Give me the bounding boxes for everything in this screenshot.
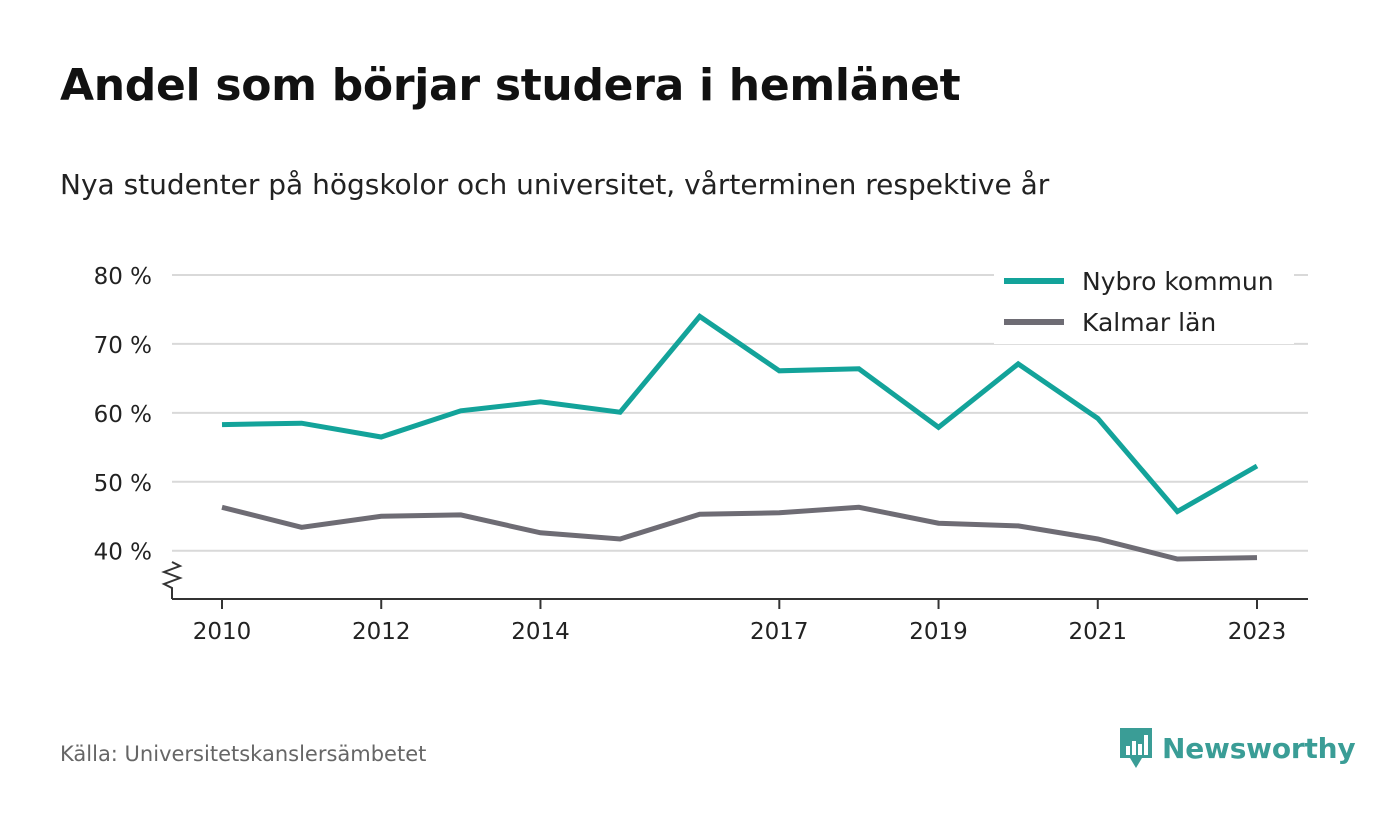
x-tick-label: 2019	[909, 619, 968, 645]
series-lines	[221, 313, 1259, 562]
series-line-kalmar	[221, 504, 1258, 562]
legend-background	[994, 258, 1294, 344]
x-tick-label: 2012	[352, 619, 411, 645]
y-tick-label: 60 %	[94, 402, 152, 428]
newsworthy-logo-icon	[1120, 728, 1152, 768]
x-tick-label: 2010	[193, 619, 252, 645]
y-tick-label: 50 %	[94, 471, 152, 497]
y-axis-tick-labels: 80 % 70 % 60 % 50 % 40 %	[94, 264, 152, 566]
legend-label: Kalmar län	[1082, 308, 1216, 337]
axes	[161, 561, 1308, 600]
x-axis-tick-labels: 2010 2012 2014 2017 2019 2021 2023	[193, 599, 1287, 645]
chart-subtitle: Nya studenter på högskolor och universit…	[60, 168, 1050, 201]
chart-title: Andel som börjar studera i hemlänet	[60, 60, 961, 111]
legend-label: Nybro kommun	[1082, 267, 1274, 296]
y-tick-label: 70 %	[94, 333, 152, 359]
series-line-nybro	[221, 313, 1259, 515]
brand-logo: Newsworthy	[1118, 726, 1356, 770]
legend: Nybro kommun Kalmar län	[994, 258, 1294, 344]
x-tick-label: 2014	[511, 619, 570, 645]
y-tick-label: 80 %	[94, 264, 152, 290]
y-tick-label: 40 %	[94, 540, 152, 566]
brand-name: Newsworthy	[1162, 731, 1356, 765]
x-tick-label: 2023	[1228, 619, 1287, 645]
axis-break-icon	[161, 561, 183, 599]
source-note: Källa: Universitetskanslersämbetet	[60, 742, 427, 766]
x-tick-label: 2021	[1068, 619, 1127, 645]
x-tick-label: 2017	[750, 619, 809, 645]
